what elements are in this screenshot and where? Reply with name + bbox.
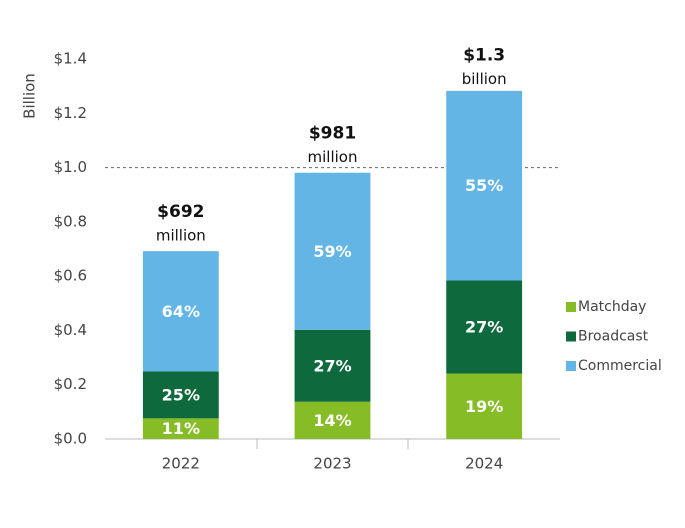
legend-swatch [566, 302, 576, 312]
segment-label: 25% [162, 385, 200, 404]
y-tick-label: $0.0 [54, 430, 87, 448]
total-unit: billion [462, 70, 507, 88]
segment-label: 27% [313, 356, 351, 375]
segment-label: 19% [465, 397, 503, 416]
y-axis-label: Billion [21, 73, 39, 119]
bar-segment [294, 329, 371, 402]
y-tick-label: $0.4 [54, 321, 87, 339]
bar-segment [446, 90, 523, 281]
segment-label: 14% [313, 411, 351, 430]
y-tick-label: $0.2 [54, 375, 87, 393]
bar-segment [142, 418, 219, 439]
segment-label: 11% [162, 419, 200, 438]
y-tick-label: $0.6 [54, 267, 87, 285]
legend-swatch [566, 361, 576, 371]
total-label: $1.3 [463, 45, 505, 65]
legend-label: Matchday [578, 299, 646, 315]
segment-label: 59% [313, 242, 351, 261]
y-tick-label: $0.8 [54, 212, 87, 230]
total-unit: million [156, 227, 206, 245]
bar-segment [446, 373, 523, 439]
x-tick-label: 2024 [465, 455, 503, 473]
y-tick-label: $1.4 [54, 50, 87, 68]
y-tick-label: $1.2 [54, 104, 87, 122]
bar-segment [446, 280, 523, 374]
legend-label: Broadcast [578, 329, 649, 345]
segment-label: 64% [162, 302, 200, 321]
total-unit: million [308, 148, 358, 166]
segment-label: 27% [465, 317, 503, 336]
bar-segment [294, 172, 371, 330]
x-tick-label: 2023 [313, 455, 351, 473]
y-tick-label: $1.0 [54, 158, 87, 176]
total-label: $981 [309, 124, 356, 144]
x-tick-label: 2022 [162, 455, 200, 473]
bar-segment [294, 401, 371, 439]
total-label: $692 [157, 202, 204, 222]
bar-segment [142, 251, 219, 372]
legend-swatch [566, 331, 576, 342]
bar-segment [142, 371, 219, 419]
legend-label: Commercial [578, 358, 662, 374]
segment-label: 55% [465, 176, 503, 195]
